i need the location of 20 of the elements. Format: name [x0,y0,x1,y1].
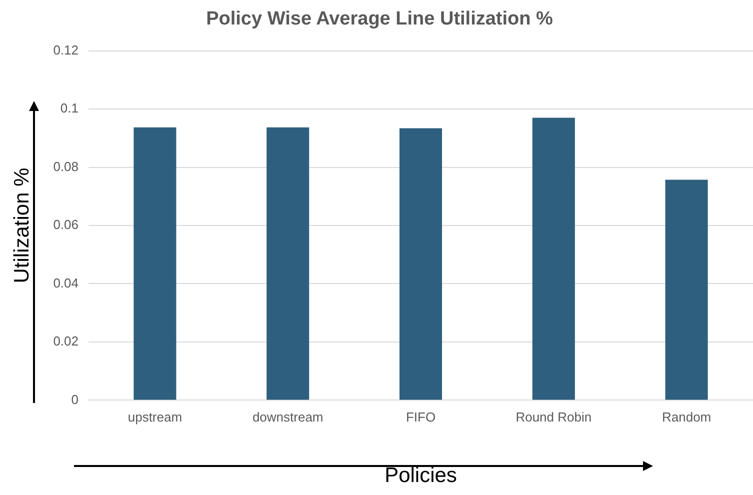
bar [665,180,708,400]
bar [134,127,176,400]
y-tick-label: 0 [71,392,78,407]
bar [532,118,575,400]
x-tick-label: Random [662,410,712,425]
x-axis-title: Policies [384,464,457,488]
x-tick-label: FIFO [406,410,436,425]
y-tick-label: 0.02 [53,334,78,349]
bar [266,127,310,400]
bar [399,128,442,400]
y-tick-label: 0.12 [53,42,78,58]
x-tick-label: downstream [252,410,324,425]
y-tick-label: 0.08 [53,158,78,174]
y-tick-label: 0.1 [60,100,78,116]
chart-title: Policy Wise Average Line Utilization % [206,8,554,30]
y-axis-title: Utilization % [10,168,34,284]
x-tick-label: upstream [128,410,182,425]
y-tick-label: 0.06 [53,217,78,232]
y-tick-label: 0.04 [53,275,78,290]
x-tick-label: Round Robin [516,410,592,425]
